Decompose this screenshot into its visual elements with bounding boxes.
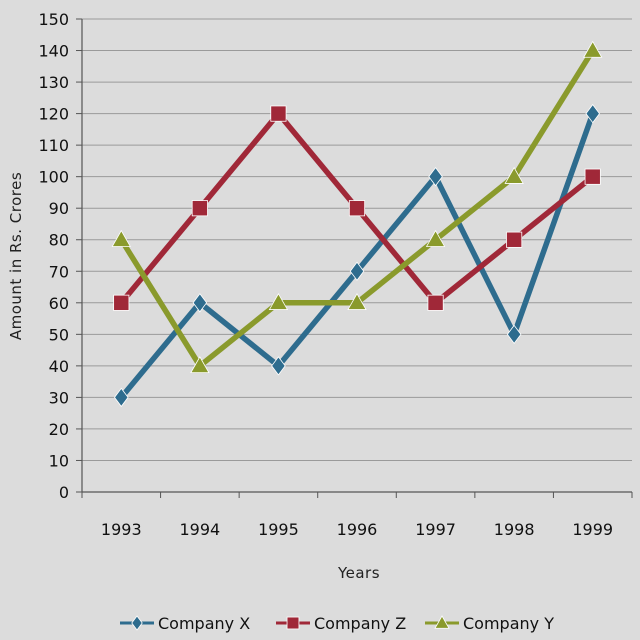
data-point — [428, 167, 443, 187]
x-tick-label: 1999 — [572, 520, 613, 539]
y-tick-label: 10 — [49, 451, 69, 470]
y-tick-label: 80 — [49, 231, 69, 250]
data-point — [427, 294, 444, 311]
data-point — [270, 105, 287, 122]
data-point — [506, 231, 523, 248]
legend-item: Company Z — [276, 614, 406, 633]
data-point — [114, 387, 129, 408]
data-point — [111, 229, 131, 247]
data-point — [583, 40, 603, 58]
data-point — [268, 292, 289, 310]
y-tick-label: 130 — [38, 73, 69, 92]
y-tick-label: 60 — [49, 294, 69, 313]
data-point — [506, 324, 522, 345]
x-tick-label: 1993 — [101, 520, 142, 539]
legend-marker — [131, 615, 143, 631]
y-tick-label: 90 — [49, 199, 69, 218]
legend-marker — [286, 616, 300, 630]
y-tick-label: 70 — [49, 262, 69, 281]
data-point — [347, 292, 367, 310]
x-tick-label: 1998 — [494, 520, 535, 539]
legend: Company X Company Z Company Y — [120, 614, 554, 633]
legend-item: Company X — [120, 614, 250, 633]
data-point — [113, 294, 130, 311]
y-axis-title: Amount in Rs. Crores — [7, 172, 25, 340]
data-point — [348, 200, 366, 217]
y-tick-label: 140 — [38, 42, 69, 61]
y-tick-label: 150 — [38, 10, 69, 29]
x-tick-label: 1996 — [337, 520, 378, 539]
legend-label: Company Z — [314, 614, 406, 633]
data-point — [504, 166, 524, 184]
data-point — [584, 168, 601, 185]
data-point — [190, 356, 210, 374]
series-lines — [111, 40, 603, 408]
y-tick-label: 120 — [38, 105, 69, 124]
y-tick-label: 110 — [38, 136, 69, 155]
axes: 0 10 20 30 40 50 60 70 80 90 100 110 120 130 140 150 199… — [38, 10, 633, 539]
data-point — [585, 103, 600, 124]
legend-item: Company Y — [425, 614, 554, 633]
x-axis-title: Years — [337, 564, 380, 582]
y-tick-label: 0 — [59, 483, 69, 502]
data-point — [271, 356, 286, 376]
series-company-z — [113, 105, 601, 311]
legend-label: Company Y — [463, 614, 554, 633]
data-point — [192, 293, 208, 313]
x-tick-label: 1997 — [415, 520, 456, 539]
y-tick-label: 50 — [49, 325, 69, 344]
y-tick-label: 30 — [49, 388, 69, 407]
x-tick-label: 1994 — [179, 520, 220, 539]
series-company-x — [114, 103, 600, 408]
data-point — [425, 229, 446, 247]
data-point — [349, 261, 365, 281]
series-company-y — [111, 40, 603, 374]
y-tick-label: 20 — [49, 420, 69, 439]
legend-marker — [434, 615, 450, 629]
data-point — [191, 200, 208, 217]
y-tick-label: 40 — [49, 357, 69, 376]
x-tick-label: 1995 — [258, 520, 299, 539]
legend-label: Company X — [158, 614, 250, 633]
y-tick-label: 100 — [38, 168, 69, 187]
